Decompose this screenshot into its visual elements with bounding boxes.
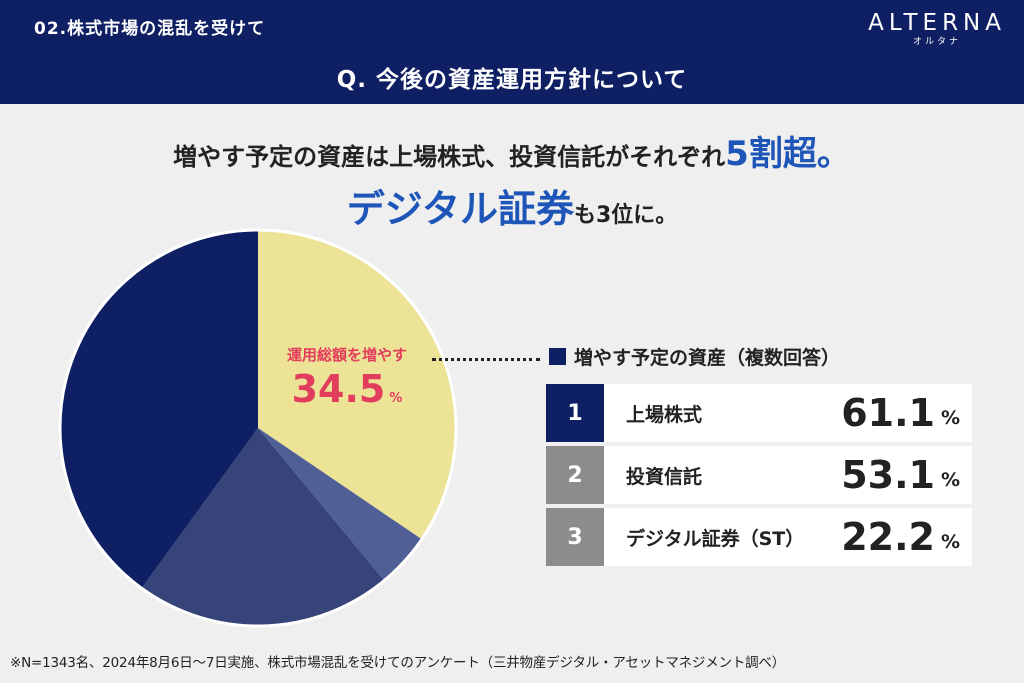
ranking-value-wrap: 53.1%: [841, 446, 960, 504]
pie-highlight-label: 運用総額を増やす 34.5%: [262, 344, 432, 411]
pie-slice-1: [258, 230, 456, 540]
ranking-value-wrap: 61.1%: [841, 384, 960, 442]
header-bar: 02.株式市場の混乱を受けて Q. 今後の資産運用方針について ALTERNA …: [0, 0, 1024, 104]
ranking-value: 22.2: [841, 515, 935, 559]
ranking-unit: %: [940, 531, 960, 553]
legend-marker: [549, 348, 566, 365]
ranking-value-wrap: 22.2%: [841, 508, 960, 566]
ranking-value: 53.1: [841, 453, 935, 497]
legend-title: 増やす予定の資産（複数回答）: [574, 347, 841, 369]
ranking-label: 投資信託: [626, 465, 703, 488]
ranking-value: 61.1: [841, 391, 935, 435]
headline-line-2-accent: デジタル証券: [346, 187, 574, 231]
pie-slice-4: [60, 230, 259, 589]
ranking-number: 1: [546, 384, 604, 442]
pie-outline: [58, 228, 458, 628]
headline-line-2-text: も3位に。: [573, 203, 678, 228]
ranking-unit: %: [940, 407, 960, 429]
pie-highlight-text: 運用総額を増やす: [286, 346, 407, 364]
section-title: 02.株式市場の混乱を受けて: [34, 19, 266, 39]
headline-line-1: 増やす予定の資産は上場株式、投資信託がそれぞれ5割超。: [0, 126, 1024, 175]
ranking-unit: %: [940, 469, 960, 491]
ranking-row-3: 3 デジタル証券（ST） 22.2%: [546, 508, 972, 566]
headline-line-2: デジタル証券も3位に。: [0, 178, 1024, 233]
logo-kana: オルタナ: [913, 37, 962, 47]
logo-wordmark: ALTERNA: [868, 10, 1006, 36]
headline-line-1-text: 増やす予定の資産は上場株式、投資信託がそれぞれ: [173, 143, 726, 171]
pie-slice-3: [141, 428, 385, 627]
ranking-label: 上場株式: [626, 403, 703, 426]
leader-line: [432, 358, 540, 361]
footnote: ※N=1343名、2024年8月6日〜7日実施、株式市場混乱を受けてのアンケート…: [10, 655, 786, 671]
ranking-row-1: 1 上場株式 61.1%: [546, 384, 972, 442]
logo: ALTERNA オルタナ: [868, 10, 1006, 47]
pie-highlight-value-wrap: 34.5%: [262, 367, 432, 411]
pie-slice-2: [258, 428, 422, 581]
pie-highlight-unit: %: [389, 391, 403, 406]
ranking-number: 2: [546, 446, 604, 504]
question-title: Q. 今後の資産運用方針について: [336, 67, 688, 93]
ranking-label: デジタル証券（ST）: [626, 527, 805, 550]
ranking-row-2: 2 投資信託 53.1%: [546, 446, 972, 504]
ranking-number: 3: [546, 508, 604, 566]
headline-line-1-accent: 5割超。: [725, 134, 851, 174]
pie-highlight-value: 34.5: [291, 367, 386, 411]
